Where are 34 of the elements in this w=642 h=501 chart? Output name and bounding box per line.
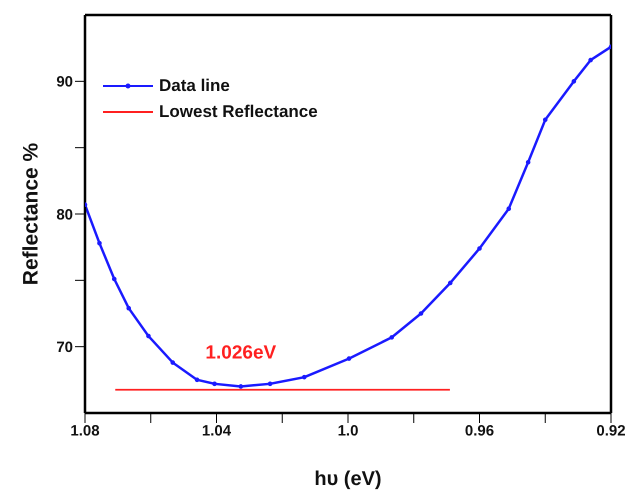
- point: [170, 360, 176, 365]
- point: [477, 246, 482, 251]
- point: [238, 384, 244, 389]
- point: [572, 79, 576, 84]
- x-tick-label: 0.92: [596, 422, 626, 440]
- point: [212, 382, 217, 386]
- point: [418, 311, 424, 316]
- x-tick-label: 1.08: [70, 422, 100, 440]
- x-axis-title: hυ (eV): [314, 468, 382, 490]
- point: [346, 356, 352, 361]
- legend-label: Lowest Reflectance: [159, 101, 318, 123]
- point: [389, 335, 394, 340]
- y-axis-title: Reflectance %: [19, 142, 42, 286]
- point: [126, 306, 132, 310]
- y-tick-label: 90: [56, 74, 73, 91]
- y-tick-label: 70: [56, 338, 73, 356]
- point: [302, 374, 307, 380]
- point: [506, 206, 512, 211]
- y-tick-label: 80: [56, 206, 73, 224]
- point: [588, 58, 593, 62]
- point: [448, 280, 453, 286]
- point: [97, 240, 102, 246]
- line-series: [85, 44, 611, 389]
- x-tick-label: 1.04: [202, 422, 232, 440]
- point: [268, 382, 272, 386]
- x-tick-label: 0.96: [464, 422, 494, 440]
- point: [146, 334, 151, 338]
- point: [194, 378, 200, 382]
- x-tick-label: 1.0: [338, 422, 358, 440]
- point: [542, 118, 548, 122]
- legend-label: Data line: [159, 75, 230, 97]
- annotation: 1.026eV: [205, 342, 277, 364]
- point: [112, 276, 117, 282]
- point: [526, 160, 530, 165]
